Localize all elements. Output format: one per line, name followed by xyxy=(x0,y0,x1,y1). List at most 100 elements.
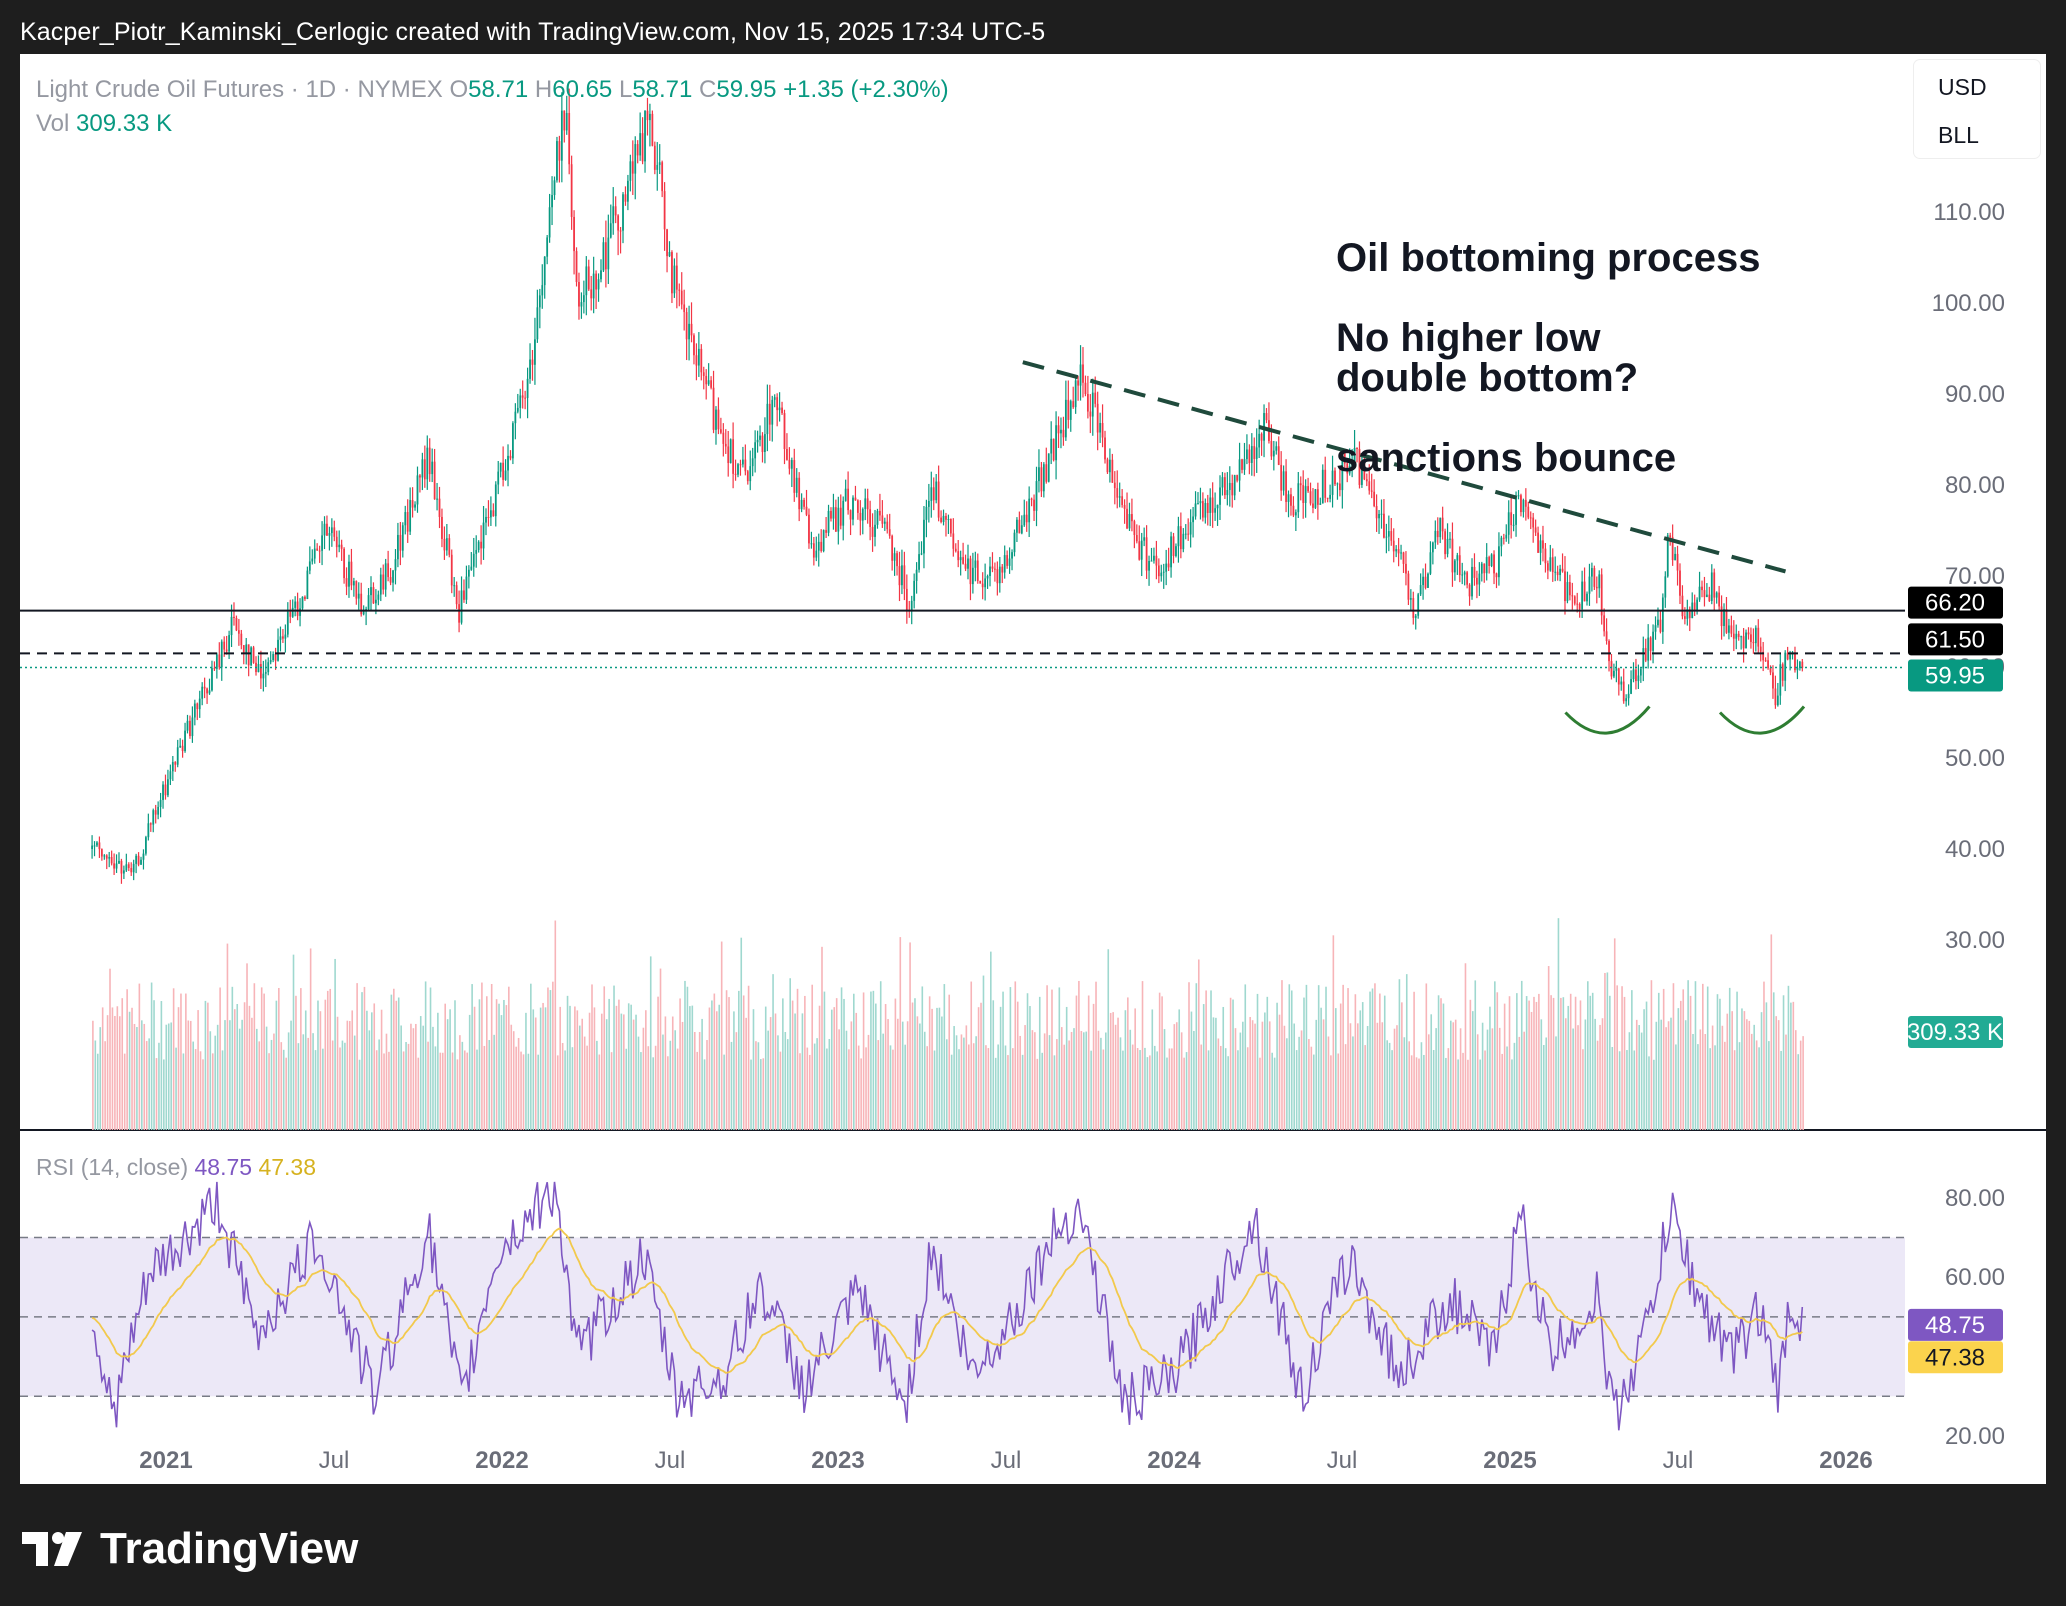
volume-bar xyxy=(1538,993,1540,1130)
unit-label[interactable]: BLL xyxy=(1938,122,1979,148)
volume-bar xyxy=(260,987,263,1130)
volume-bar xyxy=(1156,1051,1158,1130)
candle-body xyxy=(220,641,223,668)
candle-body xyxy=(974,560,977,568)
candle-body xyxy=(891,535,894,561)
volume-bar xyxy=(1462,1052,1464,1130)
candle-body xyxy=(793,460,796,493)
volume-bar xyxy=(483,1045,486,1130)
rsi-tick-label: 80.00 xyxy=(1945,1185,2005,1212)
candle-body xyxy=(189,720,191,737)
volume-bar xyxy=(799,1053,801,1130)
candle-body xyxy=(1084,382,1087,395)
volume-bar xyxy=(1667,1021,1670,1130)
volume-bar xyxy=(547,987,549,1130)
candle-body xyxy=(925,506,928,520)
candle-body xyxy=(827,510,830,533)
candle-body xyxy=(450,554,453,586)
candle-body xyxy=(406,512,409,532)
candle-body xyxy=(507,455,509,471)
candle-body xyxy=(181,745,184,752)
volume-bar xyxy=(1626,1050,1628,1130)
volume-bar xyxy=(268,1053,270,1130)
candle-body xyxy=(602,242,605,271)
candle-body xyxy=(1441,517,1444,532)
volume-bar xyxy=(894,998,897,1130)
candle-body xyxy=(379,574,382,595)
volume-bar xyxy=(1432,1050,1435,1130)
candle-body xyxy=(1732,633,1735,639)
candle-body xyxy=(1338,483,1341,491)
candle-body xyxy=(1789,654,1791,660)
candle-body xyxy=(448,538,451,555)
volume-bar xyxy=(446,1019,449,1130)
candle-body xyxy=(1625,698,1628,702)
candle-body xyxy=(739,464,742,466)
volume-bar xyxy=(219,987,221,1130)
volume-bar xyxy=(434,1046,437,1130)
volume-bar xyxy=(344,1042,346,1130)
volume-bar xyxy=(1415,1057,1418,1130)
volume-bar xyxy=(229,1020,231,1130)
price-chart[interactable]: 130.00120.00110.00100.0090.0080.0070.006… xyxy=(20,54,2046,1484)
candle-body xyxy=(458,604,460,623)
candle-body xyxy=(1745,632,1747,649)
level-61-badge-text: 61.50 xyxy=(1925,626,1985,653)
candle-body xyxy=(771,399,774,425)
candle-body xyxy=(1630,679,1632,694)
candle-body xyxy=(127,864,130,868)
volume-bar xyxy=(1293,1023,1296,1130)
tradingview-logo-icon xyxy=(22,1532,88,1566)
volume-bar xyxy=(777,1035,779,1130)
candle-body xyxy=(1402,552,1405,564)
candle-body xyxy=(245,644,248,653)
volume-bar xyxy=(686,986,689,1130)
volume-bar xyxy=(1012,1048,1014,1130)
rsi-label[interactable]: RSI (14, close) xyxy=(36,1154,189,1180)
candle-body xyxy=(1285,471,1287,502)
candle-body xyxy=(1520,495,1522,513)
volume-bar xyxy=(1476,1034,1479,1130)
candle-body xyxy=(1184,533,1187,535)
currency-label[interactable]: USD xyxy=(1938,74,1987,100)
candle-body xyxy=(105,855,108,859)
volume-bar xyxy=(835,998,838,1130)
candle-body xyxy=(1701,586,1703,591)
candle-body xyxy=(362,611,365,615)
volume-bar xyxy=(1136,1048,1139,1130)
volume-bar xyxy=(1256,993,1259,1130)
volume-bar xyxy=(923,1031,926,1130)
candle-body xyxy=(335,536,338,548)
candle-body xyxy=(1644,648,1647,661)
volume-bar xyxy=(454,1000,456,1130)
volume-bar xyxy=(160,1001,163,1130)
candle-body xyxy=(1160,572,1163,577)
candle-body xyxy=(475,549,478,554)
volume-bar xyxy=(1753,1024,1755,1130)
candle-body xyxy=(1387,531,1390,537)
volume-bar xyxy=(515,1046,517,1130)
candle-body xyxy=(1635,669,1637,682)
volume-bar xyxy=(1220,1045,1222,1130)
candle-body xyxy=(272,654,275,661)
symbol-name[interactable]: Light Crude Oil Futures · 1D · NYMEX xyxy=(36,76,443,103)
volume-bar xyxy=(197,1010,199,1130)
volume-bar xyxy=(351,1010,354,1130)
candle-body xyxy=(1429,552,1432,574)
candle-body xyxy=(289,611,292,617)
candle-body xyxy=(1608,640,1610,662)
volume-bar xyxy=(977,1007,980,1130)
candle-body xyxy=(1062,429,1065,438)
volume-bar xyxy=(1609,995,1611,1130)
candle-body xyxy=(1033,499,1035,511)
rsi-ma-badge-text: 47.38 xyxy=(1925,1344,1985,1371)
candle-body xyxy=(1671,537,1674,561)
candle-body xyxy=(306,570,309,599)
volume-bar xyxy=(304,1010,307,1130)
candle-body xyxy=(1781,664,1784,681)
candle-body xyxy=(1522,499,1525,513)
candle-body xyxy=(1710,572,1713,602)
last-price-badge-text: 59.95 xyxy=(1925,662,1985,689)
unit-selector[interactable]: USD BLL xyxy=(1914,60,2040,158)
volume-bar xyxy=(402,1051,405,1130)
